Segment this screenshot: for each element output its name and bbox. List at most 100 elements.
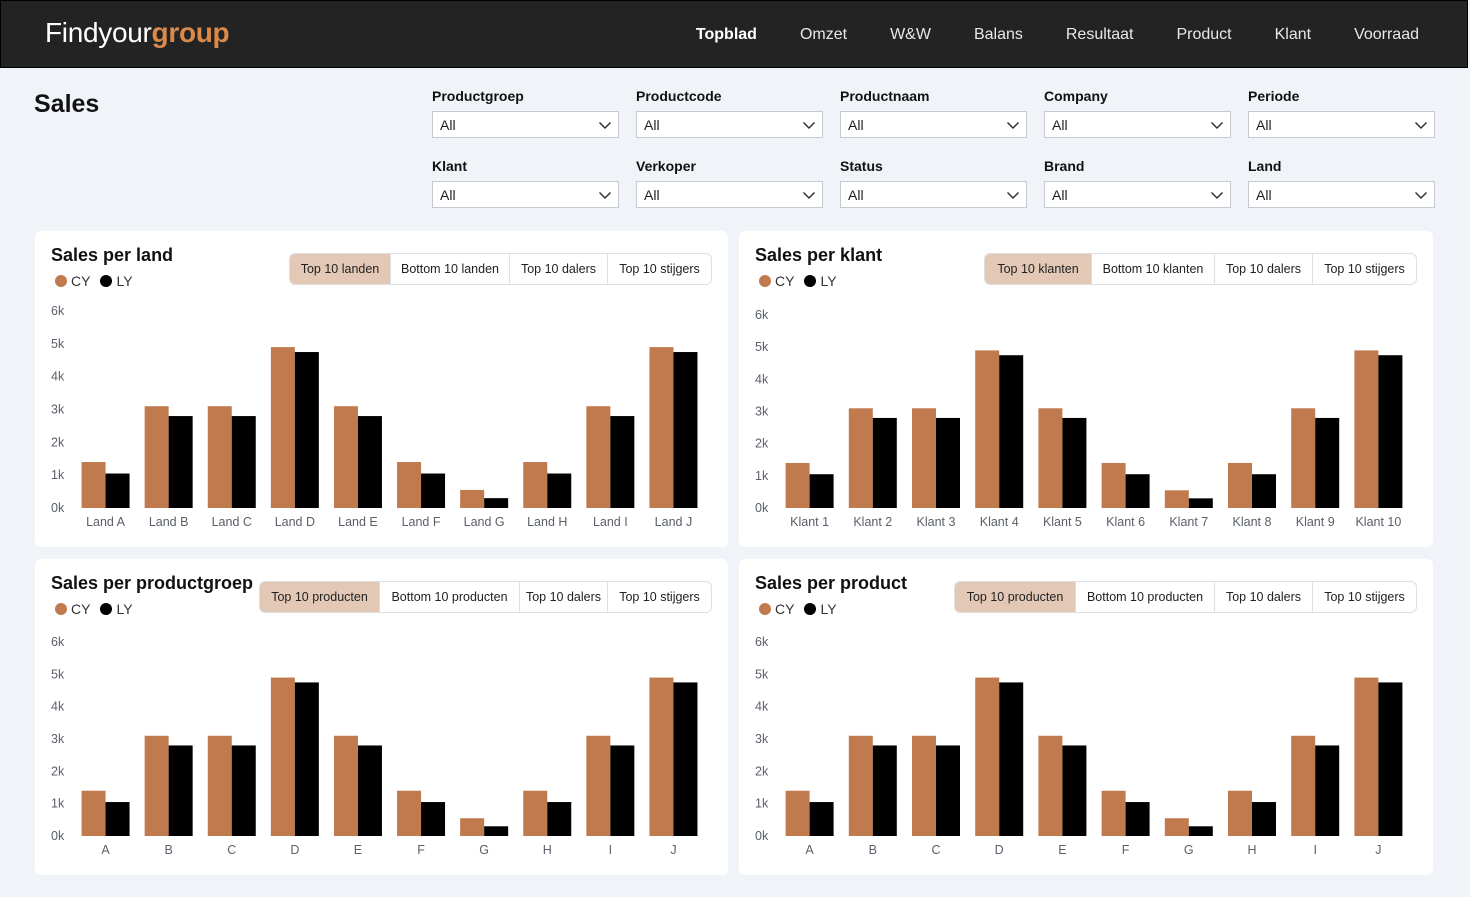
status-dropdown[interactable]: All bbox=[840, 181, 1027, 208]
tab-top-10-stijgers[interactable]: Top 10 stijgers bbox=[607, 582, 711, 612]
tab-top-10-dalers[interactable]: Top 10 dalers bbox=[1214, 254, 1312, 284]
tab-bottom-10-landen[interactable]: Bottom 10 landen bbox=[390, 254, 509, 284]
bar-cy[interactable] bbox=[1038, 408, 1063, 508]
bar-ly[interactable] bbox=[484, 826, 509, 836]
bar-ly[interactable] bbox=[231, 416, 256, 508]
bar-cy[interactable] bbox=[1354, 677, 1379, 836]
brand-dropdown[interactable]: All bbox=[1044, 181, 1231, 208]
bar-ly[interactable] bbox=[999, 682, 1024, 836]
bar-ly[interactable] bbox=[105, 473, 130, 508]
bar-ly[interactable] bbox=[294, 352, 319, 508]
bar-cy[interactable] bbox=[333, 406, 358, 508]
bar-cy[interactable] bbox=[270, 347, 295, 508]
tab-bottom-10-producten[interactable]: Bottom 10 producten bbox=[1075, 582, 1214, 612]
bar-cy[interactable] bbox=[1228, 462, 1252, 508]
bar-cy[interactable] bbox=[207, 735, 232, 836]
bar-cy[interactable] bbox=[975, 350, 1000, 508]
nav-item-balans[interactable]: Balans bbox=[973, 26, 1023, 43]
bar-ly[interactable] bbox=[547, 473, 572, 508]
bar-cy[interactable] bbox=[460, 489, 485, 508]
bar-cy[interactable] bbox=[586, 406, 611, 508]
bar-ly[interactable] bbox=[357, 416, 382, 508]
land-dropdown[interactable]: All bbox=[1248, 181, 1435, 208]
bar-cy[interactable] bbox=[81, 790, 106, 836]
bar-ly[interactable] bbox=[936, 417, 960, 508]
bar-cy[interactable] bbox=[1228, 790, 1252, 836]
tab-top-10-dalers[interactable]: Top 10 dalers bbox=[519, 582, 607, 612]
tab-top-10-klanten[interactable]: Top 10 klanten bbox=[985, 254, 1091, 284]
klant-dropdown[interactable]: All bbox=[432, 181, 619, 208]
bar-ly[interactable] bbox=[1062, 417, 1087, 508]
bar-ly[interactable] bbox=[872, 417, 897, 508]
tab-top-10-dalers[interactable]: Top 10 dalers bbox=[1214, 582, 1312, 612]
bar-cy[interactable] bbox=[1164, 818, 1189, 836]
bar-ly[interactable] bbox=[105, 802, 130, 836]
bar-cy[interactable] bbox=[523, 790, 548, 836]
bar-ly[interactable] bbox=[168, 745, 193, 836]
bar-ly[interactable] bbox=[1125, 802, 1150, 836]
bar-cy[interactable] bbox=[397, 462, 422, 508]
periode-dropdown[interactable]: All bbox=[1248, 111, 1435, 138]
tab-top-10-producten[interactable]: Top 10 producten bbox=[955, 582, 1075, 612]
nav-item-product[interactable]: Product bbox=[1176, 26, 1232, 43]
bar-ly[interactable] bbox=[484, 498, 509, 508]
bar-cy[interactable] bbox=[586, 735, 611, 836]
tab-top-10-stijgers[interactable]: Top 10 stijgers bbox=[1312, 582, 1416, 612]
productgroep-dropdown[interactable]: All bbox=[432, 111, 619, 138]
bar-ly[interactable] bbox=[673, 352, 698, 508]
bar-cy[interactable] bbox=[785, 462, 810, 508]
bar-cy[interactable] bbox=[1354, 350, 1379, 508]
bar-ly[interactable] bbox=[1188, 498, 1213, 508]
nav-item-resultaat[interactable]: Resultaat bbox=[1065, 26, 1134, 43]
bar-cy[interactable] bbox=[270, 677, 295, 836]
bar-ly[interactable] bbox=[231, 745, 256, 836]
bar-cy[interactable] bbox=[785, 790, 810, 836]
bar-cy[interactable] bbox=[848, 408, 873, 508]
verkoper-dropdown[interactable]: All bbox=[636, 181, 823, 208]
nav-item-topblad[interactable]: Topblad bbox=[695, 26, 757, 43]
bar-ly[interactable] bbox=[294, 682, 319, 836]
bar-ly[interactable] bbox=[1378, 682, 1403, 836]
bar-ly[interactable] bbox=[1252, 802, 1276, 836]
bar-cy[interactable] bbox=[975, 677, 1000, 836]
tab-bottom-10-producten[interactable]: Bottom 10 producten bbox=[379, 582, 519, 612]
bar-ly[interactable] bbox=[1315, 417, 1340, 508]
bar-cy[interactable] bbox=[207, 406, 232, 508]
bar-cy[interactable] bbox=[912, 735, 936, 836]
productcode-dropdown[interactable]: All bbox=[636, 111, 823, 138]
bar-cy[interactable] bbox=[848, 735, 873, 836]
bar-ly[interactable] bbox=[1378, 355, 1403, 508]
bar-cy[interactable] bbox=[523, 462, 548, 508]
productnaam-dropdown[interactable]: All bbox=[840, 111, 1027, 138]
nav-item-omzet[interactable]: Omzet bbox=[799, 26, 848, 43]
nav-item-voorraad[interactable]: Voorraad bbox=[1354, 26, 1419, 43]
bar-cy[interactable] bbox=[460, 818, 485, 836]
bar-cy[interactable] bbox=[81, 462, 106, 508]
tab-top-10-stijgers[interactable]: Top 10 stijgers bbox=[607, 254, 711, 284]
bar-cy[interactable] bbox=[397, 790, 422, 836]
bar-cy[interactable] bbox=[912, 408, 936, 508]
bar-ly[interactable] bbox=[872, 745, 897, 836]
bar-ly[interactable] bbox=[610, 416, 635, 508]
bar-cy[interactable] bbox=[1101, 790, 1126, 836]
company-dropdown[interactable]: All bbox=[1044, 111, 1231, 138]
bar-cy[interactable] bbox=[1164, 490, 1189, 508]
bar-cy[interactable] bbox=[144, 735, 169, 836]
bar-ly[interactable] bbox=[168, 416, 193, 508]
bar-ly[interactable] bbox=[357, 745, 382, 836]
tab-top-10-producten[interactable]: Top 10 producten bbox=[260, 582, 379, 612]
bar-ly[interactable] bbox=[547, 802, 572, 836]
tab-top-10-dalers[interactable]: Top 10 dalers bbox=[509, 254, 607, 284]
bar-cy[interactable] bbox=[1291, 735, 1316, 836]
bar-cy[interactable] bbox=[1038, 735, 1063, 836]
bar-ly[interactable] bbox=[1125, 474, 1150, 508]
bar-ly[interactable] bbox=[1315, 745, 1340, 836]
bar-cy[interactable] bbox=[333, 735, 358, 836]
bar-ly[interactable] bbox=[610, 745, 635, 836]
bar-cy[interactable] bbox=[1291, 408, 1316, 508]
tab-top-10-stijgers[interactable]: Top 10 stijgers bbox=[1312, 254, 1416, 284]
bar-cy[interactable] bbox=[649, 347, 674, 508]
bar-ly[interactable] bbox=[1252, 474, 1276, 508]
findyourgroup-logo[interactable]: Findyourgroup bbox=[45, 17, 230, 49]
tab-bottom-10-klanten[interactable]: Bottom 10 klanten bbox=[1091, 254, 1214, 284]
